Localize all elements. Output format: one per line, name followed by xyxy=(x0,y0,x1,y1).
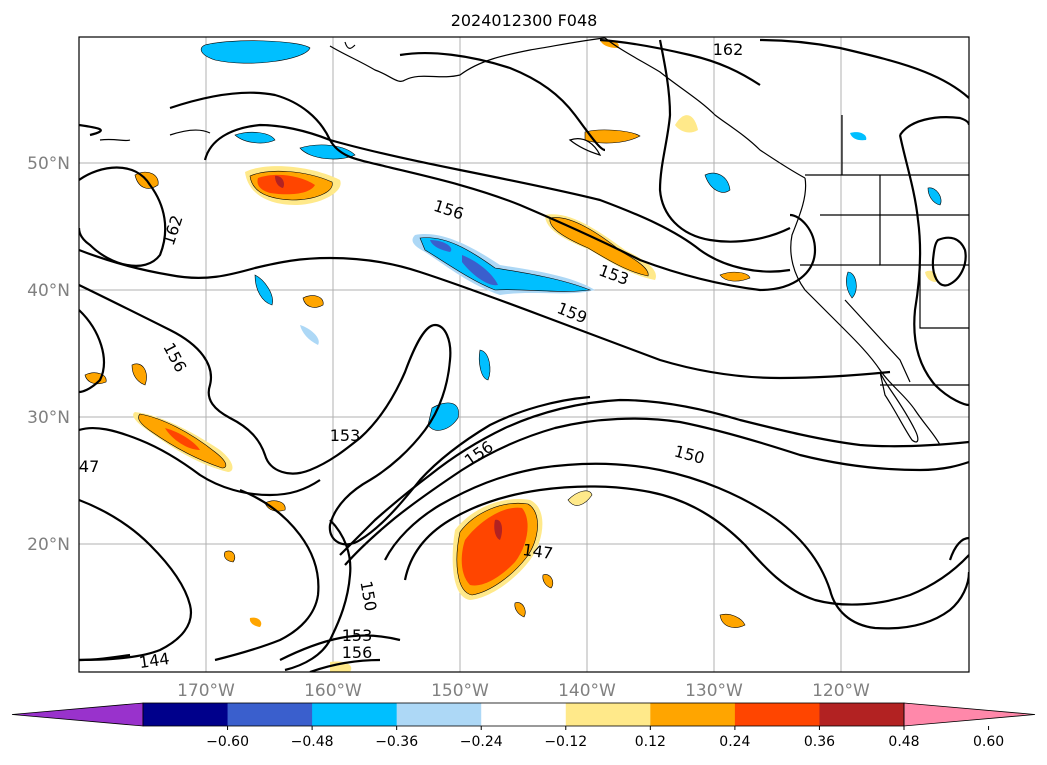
colorbar-tick-label: 0.48 xyxy=(888,734,919,750)
lat-label: 50°N xyxy=(27,154,70,174)
colorbar: −0.60 −0.48 −0.36 −0.24 −0.12 0.12 0.24 0.36 0.4… xyxy=(11,702,1036,750)
neg-patch-north xyxy=(200,40,311,64)
colorbar-tick-label: −0.36 xyxy=(375,734,418,750)
colorbar-segment xyxy=(565,703,651,726)
colorbar-tick-label: −0.60 xyxy=(206,734,249,750)
colorbar-extend-min xyxy=(11,702,144,727)
colorbar-segment xyxy=(734,703,820,726)
contour-label: 147 xyxy=(69,457,100,476)
colorbar-tick-label: 0.60 xyxy=(973,734,1004,750)
contour-label: 162 xyxy=(713,40,744,59)
longitude-labels: 170°W 160°W 150°W 140°W 130°W 120°W xyxy=(177,681,870,701)
lat-label: 30°N xyxy=(27,408,70,428)
colorbar-segment xyxy=(396,703,482,726)
colorbar-segment xyxy=(227,703,313,726)
colorbar-tick-label: 0.36 xyxy=(804,734,835,750)
latitude-labels: 50°N 40°N 30°N 20°N xyxy=(27,154,70,555)
map-title: 2024012300 F048 xyxy=(451,11,598,30)
lon-label: 160°W xyxy=(304,681,362,701)
lon-label: 140°W xyxy=(558,681,616,701)
contour-label: 153 xyxy=(342,626,373,645)
colorbar-segment xyxy=(143,703,229,726)
lon-label: 170°W xyxy=(177,681,235,701)
colorbar-tick-label: 0.24 xyxy=(719,734,750,750)
coastlines xyxy=(99,37,969,446)
anomaly-fills xyxy=(84,39,942,672)
lat-label: 20°N xyxy=(27,535,70,555)
lon-label: 150°W xyxy=(431,681,489,701)
colorbar-segment xyxy=(819,703,905,726)
colorbar-frame xyxy=(142,702,905,727)
colorbar-tick-label: −0.48 xyxy=(291,734,334,750)
lat-label: 40°N xyxy=(27,281,70,301)
map-background xyxy=(79,37,969,672)
colorbar-segment xyxy=(481,703,567,726)
contour-label: 156 xyxy=(342,643,373,662)
colorbar-tick-label: −0.12 xyxy=(544,734,587,750)
contour-label: 153 xyxy=(330,426,361,445)
colorbar-segment xyxy=(650,703,736,726)
contour-label: 147 xyxy=(521,540,554,563)
colorbar-segment xyxy=(312,703,398,726)
contour-label: 144 xyxy=(138,649,171,672)
map-frame xyxy=(78,36,970,673)
map-area: 162 162 156 153 159 156 153 156 150 147 … xyxy=(69,36,970,673)
lon-label: 130°W xyxy=(685,681,743,701)
colorbar-tick-label: 0.12 xyxy=(635,734,666,750)
lon-label: 120°W xyxy=(812,681,870,701)
height-contours xyxy=(79,38,969,672)
colorbar-tick-label: −0.24 xyxy=(460,734,503,750)
colorbar-extend-max xyxy=(903,702,1036,727)
